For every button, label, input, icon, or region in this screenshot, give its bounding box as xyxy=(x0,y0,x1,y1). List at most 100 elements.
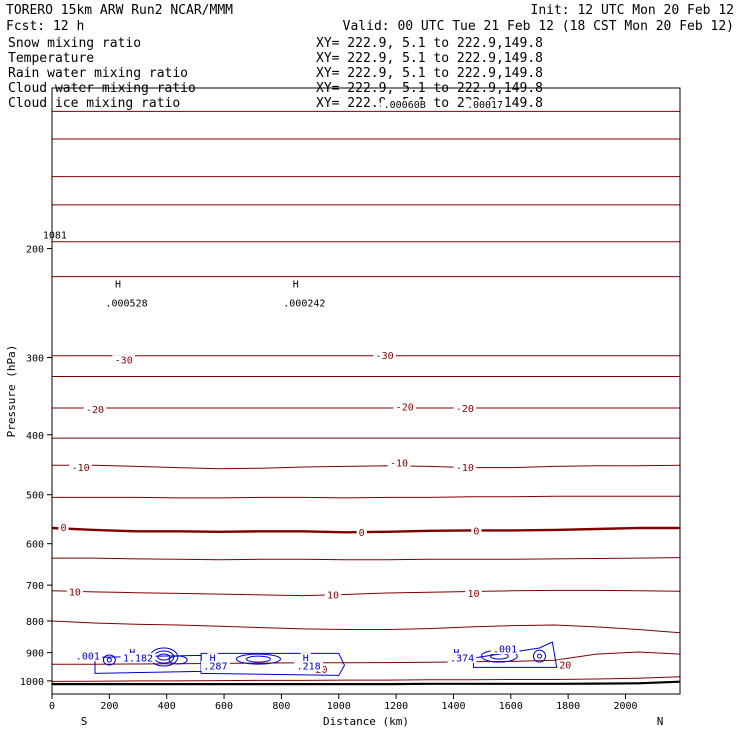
y-tick-label-0: 200 xyxy=(26,245,44,256)
y-tick-label-6: 800 xyxy=(26,617,44,628)
snow-label-bg-2 xyxy=(102,298,151,309)
isotherm-label-3: -20 xyxy=(396,403,414,414)
cloud-water-label-9: .001 xyxy=(493,644,517,655)
cloud-water-label-bg-8 xyxy=(447,652,477,663)
isotherm-label-15: 20 xyxy=(559,660,571,671)
snow-label-bg-5 xyxy=(381,99,429,110)
snow-label-0: 1081 xyxy=(43,230,67,241)
cloud-water-label-bg-4 xyxy=(201,660,230,671)
isotherm-label-7: -10 xyxy=(456,463,474,474)
cloud-water-label-bg-2 xyxy=(120,652,156,663)
cloud-water-label-3: H xyxy=(210,653,216,664)
isotherm-label-13: 10 xyxy=(468,589,480,600)
isotherm-line-14 xyxy=(51,589,681,597)
cloud-water-label-bg-5 xyxy=(300,652,311,663)
snow-label-6: .00017 xyxy=(467,100,503,111)
x-tick-label-2: 400 xyxy=(158,701,176,712)
y-tick-label-5: 700 xyxy=(26,581,44,592)
cloud-water-label-bg-6 xyxy=(294,660,324,671)
cloud-water-ring-6 xyxy=(235,653,281,665)
isotherm-label-bg-15 xyxy=(557,659,574,670)
cloud-water-ring-1 xyxy=(106,657,112,663)
snow-label-4: .000242 xyxy=(283,299,325,310)
isotherm-line-13 xyxy=(52,557,681,561)
x-axis-label: Distance (km) xyxy=(323,715,409,728)
legend-name-snow: Snow mixing ratio xyxy=(8,36,141,51)
snow-label-bg-4 xyxy=(280,298,329,309)
cloud-water-label-bg-7 xyxy=(451,647,462,658)
x-endpoint-right: N xyxy=(657,715,664,728)
x-tick-label-4: 800 xyxy=(272,701,290,712)
isotherm-label-0: -30 xyxy=(115,356,133,367)
cloud-water-label-8: .374 xyxy=(450,653,474,664)
x-tick-label-8: 1600 xyxy=(499,701,523,712)
legend-name-rain: Rain water mixing ratio xyxy=(8,66,188,81)
legend-xy-temperature: XY= 222.9, 5.1 to 222.9,149.8 xyxy=(316,51,543,66)
isotherm-label-bg-2 xyxy=(83,404,107,415)
isotherm-line-10 xyxy=(52,464,681,470)
temperature-isotherms xyxy=(51,110,681,682)
x-tick-label-3: 600 xyxy=(215,701,233,712)
cloud-water-ring-5 xyxy=(168,655,188,665)
isotherm-label-5: -10 xyxy=(72,463,90,474)
y-axis-label: Pressure (hPa) xyxy=(5,345,18,438)
header-init: Init: 12 UTC Mon 20 Feb 12 xyxy=(531,3,735,18)
cloud-water-ring-0 xyxy=(102,654,116,666)
isotherm-line-16 xyxy=(52,651,681,665)
surface-pressure xyxy=(52,680,681,686)
isotherm-label-4: -20 xyxy=(456,404,474,415)
isotherm-label-11: 10 xyxy=(69,587,81,598)
header-fcst: Fcst: 12 h xyxy=(6,19,84,34)
legend: Snow mixing ratio XY= 222.9, 5.1 to 222.… xyxy=(8,36,543,111)
isotherm-line-11 xyxy=(52,495,680,499)
isotherm-label-8: 0 xyxy=(60,523,66,534)
isotherm-label-bg-4 xyxy=(453,403,477,414)
isotherm-label-1: -30 xyxy=(376,351,394,362)
cloud-water-label-6: .218 xyxy=(297,661,321,672)
y-axis: 200 300 400 500 600 700 800 900 1000 xyxy=(20,245,52,688)
isotherm-label-2: -20 xyxy=(86,405,104,416)
snow-label-bg-6 xyxy=(464,99,506,110)
cloud-water-label-2: 1.182 xyxy=(123,653,153,664)
x-tick-label-9: 1800 xyxy=(556,701,580,712)
contour-labels: -30-30-20-20-20-10-10-100001010102020.00… xyxy=(40,99,574,676)
isotherm-label-bg-11 xyxy=(66,586,84,597)
snow-label-2: .000528 xyxy=(105,299,147,310)
header-valid: Valid: 00 UTC Tue 21 Feb 12 (18 CST Mon … xyxy=(343,19,734,34)
x-tick-label-6: 1200 xyxy=(384,701,408,712)
y-tick-label-8: 1000 xyxy=(20,677,44,688)
cloud-water-contours xyxy=(94,641,558,676)
x-tick-label-5: 1000 xyxy=(327,701,351,712)
header-model: TORERO 15km ARW Run2 NCAR/MMM xyxy=(6,3,233,18)
snow-label-1: H xyxy=(115,279,121,290)
isotherm-label-bg-6 xyxy=(387,457,411,468)
y-tick-label-1: 300 xyxy=(26,353,44,364)
cloud-water-ring-7 xyxy=(245,655,271,663)
cloud-water-label-0: .001 xyxy=(76,652,100,663)
surface-pressure-line xyxy=(52,680,681,686)
cloud-water-label-5: H xyxy=(303,653,309,664)
legend-xy-snow: XY= 222.9, 5.1 to 222.9,149.8 xyxy=(316,36,543,51)
y-tick-label-4: 600 xyxy=(26,540,44,551)
legend-name-cloud-ice: Cloud ice mixing ratio xyxy=(8,96,180,111)
isotherm-label-bg-3 xyxy=(393,402,417,413)
isotherm-label-9: 0 xyxy=(359,528,365,539)
y-tick-label-3: 500 xyxy=(26,491,44,502)
isotherm-line-15 xyxy=(51,620,681,634)
isotherm-label-bg-13 xyxy=(465,588,482,599)
isotherm-label-bg-5 xyxy=(69,462,92,473)
cloud-water-label-bg-1 xyxy=(127,647,138,658)
plot-frame xyxy=(51,87,681,695)
snow-label-3: H xyxy=(293,279,299,290)
isotherm-label-bg-9 xyxy=(356,527,367,538)
cloud-water-label-4: .287 xyxy=(203,661,227,672)
x-tick-label-7: 1400 xyxy=(441,701,465,712)
x-tick-label-1: 200 xyxy=(100,701,118,712)
legend-name-temperature: Temperature xyxy=(8,51,94,66)
isotherm-label-12: 10 xyxy=(327,590,339,601)
cloud-water-ring-10 xyxy=(532,649,546,663)
isotherm-label-bg-7 xyxy=(453,462,477,473)
x-tick-label-10: 2000 xyxy=(613,701,637,712)
isotherm-label-6: -10 xyxy=(390,458,408,469)
